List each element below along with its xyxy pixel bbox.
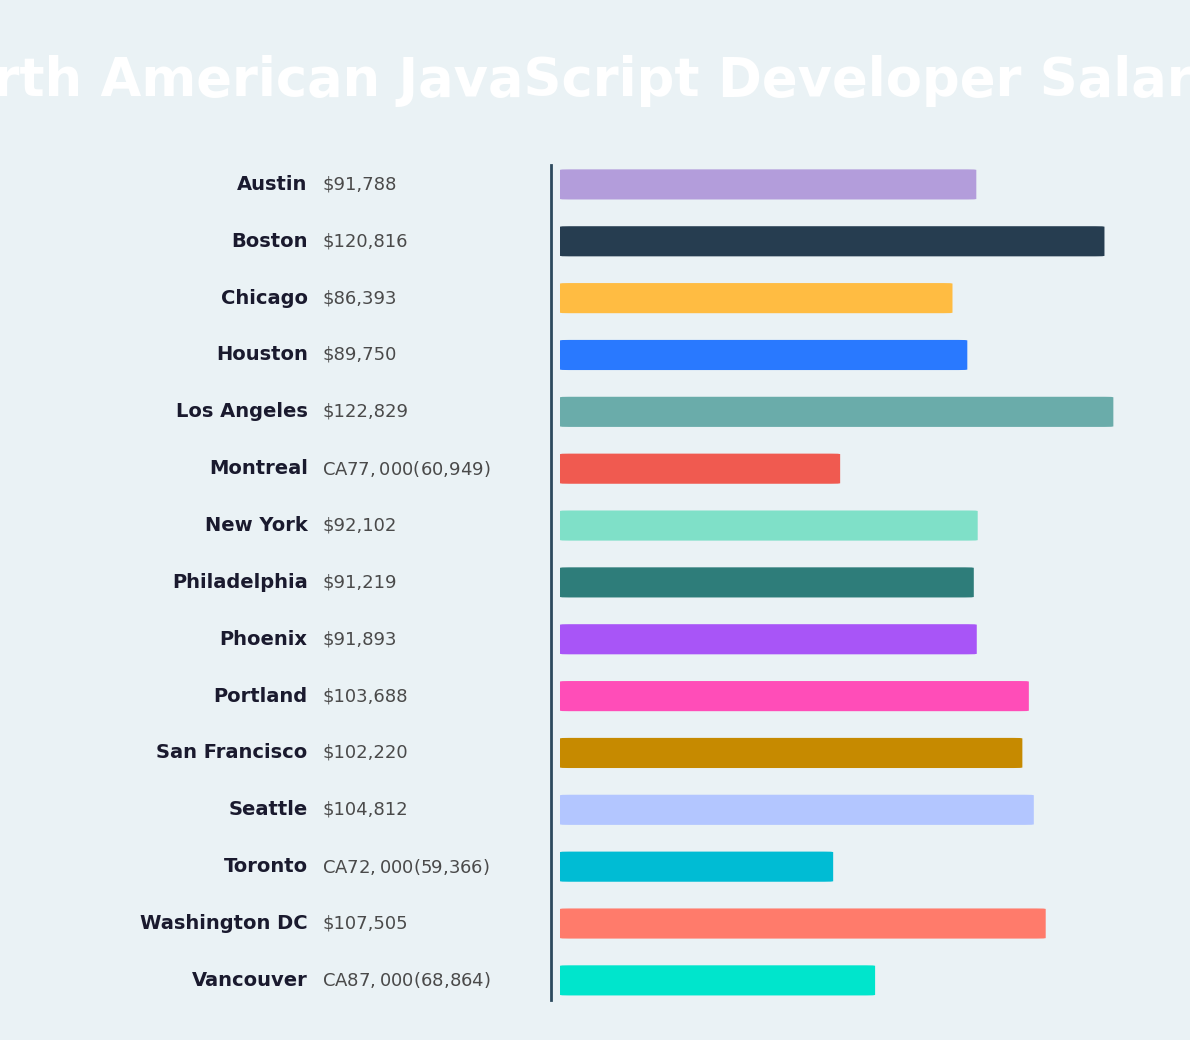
Text: Philadelphia: Philadelphia xyxy=(171,573,308,592)
Text: $91,893: $91,893 xyxy=(322,630,396,648)
Text: Washington DC: Washington DC xyxy=(140,914,308,933)
Text: $120,816: $120,816 xyxy=(322,232,407,251)
Text: CA$77,000 ($60,949): CA$77,000 ($60,949) xyxy=(322,459,490,478)
Text: Boston: Boston xyxy=(231,232,308,251)
FancyBboxPatch shape xyxy=(560,568,973,597)
FancyBboxPatch shape xyxy=(560,227,1104,256)
Text: $122,829: $122,829 xyxy=(322,402,408,421)
FancyBboxPatch shape xyxy=(560,283,952,313)
Text: $91,219: $91,219 xyxy=(322,573,396,592)
FancyBboxPatch shape xyxy=(560,624,977,654)
Text: Austin: Austin xyxy=(237,175,308,193)
FancyBboxPatch shape xyxy=(560,795,1034,825)
Text: New York: New York xyxy=(205,516,308,535)
Text: Vancouver: Vancouver xyxy=(192,971,308,990)
Text: Phoenix: Phoenix xyxy=(220,630,308,649)
FancyBboxPatch shape xyxy=(560,681,1029,711)
Text: North American JavaScript Developer Salaries: North American JavaScript Developer Sala… xyxy=(0,54,1190,106)
FancyBboxPatch shape xyxy=(560,738,1022,768)
Text: $104,812: $104,812 xyxy=(322,801,408,818)
FancyBboxPatch shape xyxy=(560,511,978,541)
Text: $91,788: $91,788 xyxy=(322,176,396,193)
Text: CA$72,000 ($59,366): CA$72,000 ($59,366) xyxy=(322,857,490,877)
FancyBboxPatch shape xyxy=(560,909,1046,938)
Text: $89,750: $89,750 xyxy=(322,346,396,364)
Text: $107,505: $107,505 xyxy=(322,914,408,933)
Text: $102,220: $102,220 xyxy=(322,744,408,762)
FancyBboxPatch shape xyxy=(560,965,875,995)
FancyBboxPatch shape xyxy=(560,397,1114,426)
Text: Houston: Houston xyxy=(215,345,308,364)
Text: Chicago: Chicago xyxy=(220,289,308,308)
Text: CA$87,000 ($68,864): CA$87,000 ($68,864) xyxy=(322,970,491,990)
Text: $92,102: $92,102 xyxy=(322,517,396,535)
Text: Toronto: Toronto xyxy=(224,857,308,876)
Text: Montreal: Montreal xyxy=(208,460,308,478)
Text: $86,393: $86,393 xyxy=(322,289,396,307)
FancyBboxPatch shape xyxy=(560,453,840,484)
FancyBboxPatch shape xyxy=(560,852,833,882)
Text: Portland: Portland xyxy=(213,686,308,705)
Text: San Francisco: San Francisco xyxy=(156,744,308,762)
Text: Seattle: Seattle xyxy=(228,801,308,820)
Text: $103,688: $103,688 xyxy=(322,687,407,705)
Text: Los Angeles: Los Angeles xyxy=(176,402,308,421)
FancyBboxPatch shape xyxy=(560,340,967,370)
FancyBboxPatch shape xyxy=(560,170,976,200)
